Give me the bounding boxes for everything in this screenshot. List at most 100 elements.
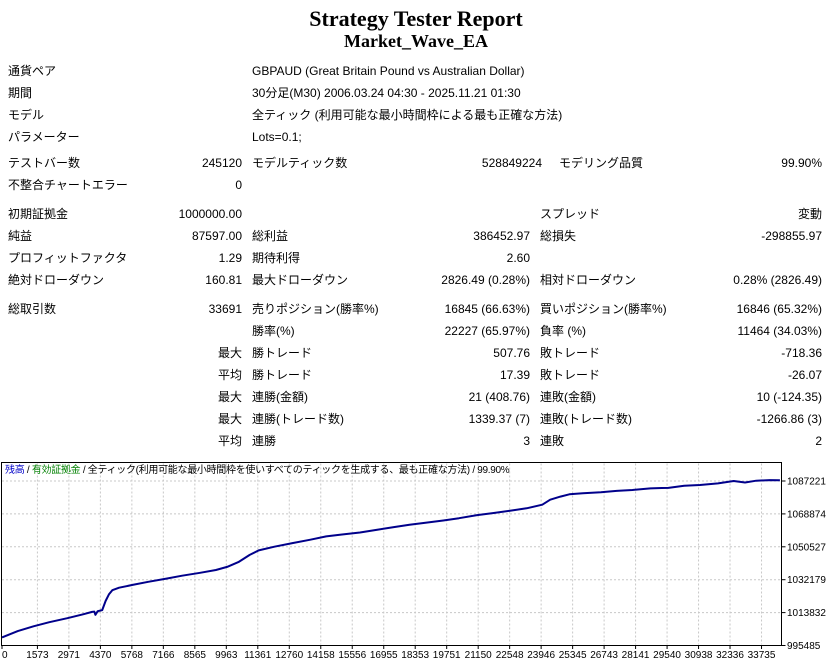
svg-text:1068874: 1068874 bbox=[787, 509, 826, 520]
svg-text:7166: 7166 bbox=[152, 650, 175, 661]
svg-text:8565: 8565 bbox=[184, 650, 207, 661]
stat-label: スプレッド bbox=[540, 207, 601, 221]
svg-text:9963: 9963 bbox=[215, 650, 238, 661]
svg-text:1050527: 1050527 bbox=[787, 542, 826, 553]
svg-text:0: 0 bbox=[2, 650, 8, 661]
stat-value: 最大 bbox=[217, 346, 242, 360]
info-row-parameters: パラメーター Lots=0.1; bbox=[0, 126, 832, 148]
stat-label: 期待利得 bbox=[252, 251, 301, 265]
stat-value: 16845 (66.63%) bbox=[444, 302, 530, 316]
info-value: GBPAUD (Great Britain Pound vs Australia… bbox=[252, 64, 525, 78]
stat-label: モデルティック数 bbox=[252, 156, 348, 170]
chart-legend: 残高 / 有効証拠金 / 全ティック(利用可能な最小時間枠を使いすべてのティック… bbox=[5, 465, 510, 477]
legend-separator: / bbox=[24, 465, 32, 476]
stat-value: 平均 bbox=[217, 434, 242, 448]
stat-label: 買いポジション(勝率%) bbox=[540, 302, 667, 316]
stat-row: 平均 連勝 3 連敗 2 bbox=[0, 430, 832, 452]
stat-value: 0.28% (2826.49) bbox=[733, 273, 822, 287]
svg-text:26743: 26743 bbox=[590, 650, 618, 661]
page-title: Strategy Tester Report bbox=[309, 6, 523, 31]
svg-text:29540: 29540 bbox=[653, 650, 681, 661]
stat-label: 純益 bbox=[8, 229, 33, 243]
stat-label: 総損失 bbox=[540, 229, 577, 243]
stat-label: 勝トレード bbox=[252, 346, 313, 360]
stat-label: 連勝 bbox=[252, 434, 277, 448]
info-value: 全ティック (利用可能な最小時間枠による最も正確な方法) bbox=[252, 108, 563, 122]
stat-value: 33691 bbox=[208, 302, 242, 316]
stat-value: 1.29 bbox=[218, 251, 242, 265]
stat-value: 21 (408.76) bbox=[468, 390, 530, 404]
stat-value: 22227 (65.97%) bbox=[444, 324, 530, 338]
stat-row: 最大 勝トレード 507.76 敗トレード -718.36 bbox=[0, 342, 832, 364]
stat-value: 17.39 bbox=[499, 368, 530, 382]
stat-row: 初期証拠金 1000000.00 スプレッド 変動 bbox=[0, 203, 832, 225]
svg-text:4370: 4370 bbox=[89, 650, 112, 661]
stat-label: 勝率(%) bbox=[252, 324, 295, 338]
stat-label: 絶対ドローダウン bbox=[8, 273, 105, 287]
stat-label: 連勝(金額) bbox=[252, 390, 308, 404]
stat-label: テストバー数 bbox=[8, 156, 81, 170]
stat-row: 最大 連勝(金額) 21 (408.76) 連敗(金額) 10 (-124.35… bbox=[0, 386, 832, 408]
legend-equity-label: 有効証拠金 bbox=[31, 465, 81, 476]
stat-label: 連勝(トレード数) bbox=[252, 412, 344, 426]
balance-chart: 1087221 1068874 1050527 1032179 1013832 99548… bbox=[0, 462, 832, 664]
report-table: 通貨ペア GBPAUD (Great Britain Pound vs Aust… bbox=[0, 60, 832, 452]
info-row-symbol: 通貨ペア GBPAUD (Great Britain Pound vs Aust… bbox=[0, 60, 832, 82]
stat-label: 敗トレード bbox=[540, 368, 601, 382]
info-label: 通貨ペア bbox=[8, 64, 57, 78]
stat-value: 3 bbox=[523, 434, 530, 448]
info-label: 期間 bbox=[8, 86, 33, 100]
stat-label: 初期証拠金 bbox=[8, 207, 69, 221]
stat-label: 敗トレード bbox=[540, 346, 601, 360]
legend-separator: / bbox=[469, 465, 478, 476]
svg-text:21150: 21150 bbox=[465, 650, 493, 661]
stat-value: 最大 bbox=[217, 390, 242, 404]
svg-text:33735: 33735 bbox=[748, 650, 776, 661]
stat-value: 87597.00 bbox=[191, 229, 242, 243]
stat-value: -1266.86 (3) bbox=[756, 412, 822, 426]
stat-value: 2 bbox=[815, 434, 822, 448]
stat-value: 最大 bbox=[217, 412, 242, 426]
stat-row: プロフィットファクタ 1.29 期待利得 2.60 bbox=[0, 247, 832, 269]
svg-text:18353: 18353 bbox=[401, 650, 429, 661]
stat-label: 不整合チャートエラー bbox=[8, 178, 128, 192]
stat-value: 2.60 bbox=[506, 251, 530, 265]
stat-label: 相対ドローダウン bbox=[540, 273, 637, 287]
svg-text:32336: 32336 bbox=[716, 650, 744, 661]
stat-value: 245120 bbox=[201, 156, 242, 170]
svg-text:16955: 16955 bbox=[370, 650, 398, 661]
ea-name: Market_Wave_EA bbox=[344, 31, 488, 51]
stat-value: 160.81 bbox=[205, 273, 242, 287]
stat-value: 99.90% bbox=[781, 156, 822, 170]
legend-model-label: 全ティック(利用可能な最小時間枠を使いすべてのティックを生成する、最も正確な方法… bbox=[87, 465, 470, 476]
stat-row: 総取引数 33691 売りポジション(勝率%) 16845 (66.63%) 買… bbox=[0, 298, 832, 320]
stat-row: 不整合チャートエラー 0 bbox=[0, 174, 832, 196]
stat-label: モデリング品質 bbox=[559, 156, 644, 170]
svg-text:995485: 995485 bbox=[787, 641, 821, 652]
stat-row: 平均 勝トレード 17.39 敗トレード -26.07 bbox=[0, 364, 832, 386]
svg-text:11361: 11361 bbox=[244, 650, 272, 661]
info-label: モデル bbox=[8, 108, 45, 122]
stat-label: プロフィットファクタ bbox=[8, 251, 128, 265]
stat-value: -298855.97 bbox=[761, 229, 822, 243]
stat-value: 528849224 bbox=[481, 156, 542, 170]
legend-separator: / bbox=[80, 465, 88, 476]
stat-row: 勝率(%) 22227 (65.97%) 負率 (%) 11464 (34.03… bbox=[0, 320, 832, 342]
stat-label: 勝トレード bbox=[252, 368, 313, 382]
legend-balance-label: 残高 bbox=[5, 465, 25, 476]
info-value: Lots=0.1; bbox=[252, 130, 302, 144]
stat-row: 絶対ドローダウン 160.81 最大ドローダウン 2826.49 (0.28%)… bbox=[0, 269, 832, 291]
stat-value: -26.07 bbox=[787, 368, 822, 382]
balance-chart-canvas: 1087221 1068874 1050527 1032179 1013832 99548… bbox=[1, 462, 826, 661]
stat-value: 11464 (34.03%) bbox=[737, 324, 822, 338]
svg-text:5768: 5768 bbox=[121, 650, 144, 661]
svg-text:1032179: 1032179 bbox=[787, 575, 826, 586]
svg-text:19751: 19751 bbox=[433, 650, 461, 661]
svg-text:23946: 23946 bbox=[527, 650, 555, 661]
svg-text:1013832: 1013832 bbox=[787, 608, 826, 619]
stat-value: 10 (-124.35) bbox=[756, 390, 822, 404]
stat-label: 総取引数 bbox=[8, 302, 57, 316]
stat-value: 平均 bbox=[217, 368, 242, 382]
legend-quality-value: 99.90% bbox=[477, 465, 510, 476]
